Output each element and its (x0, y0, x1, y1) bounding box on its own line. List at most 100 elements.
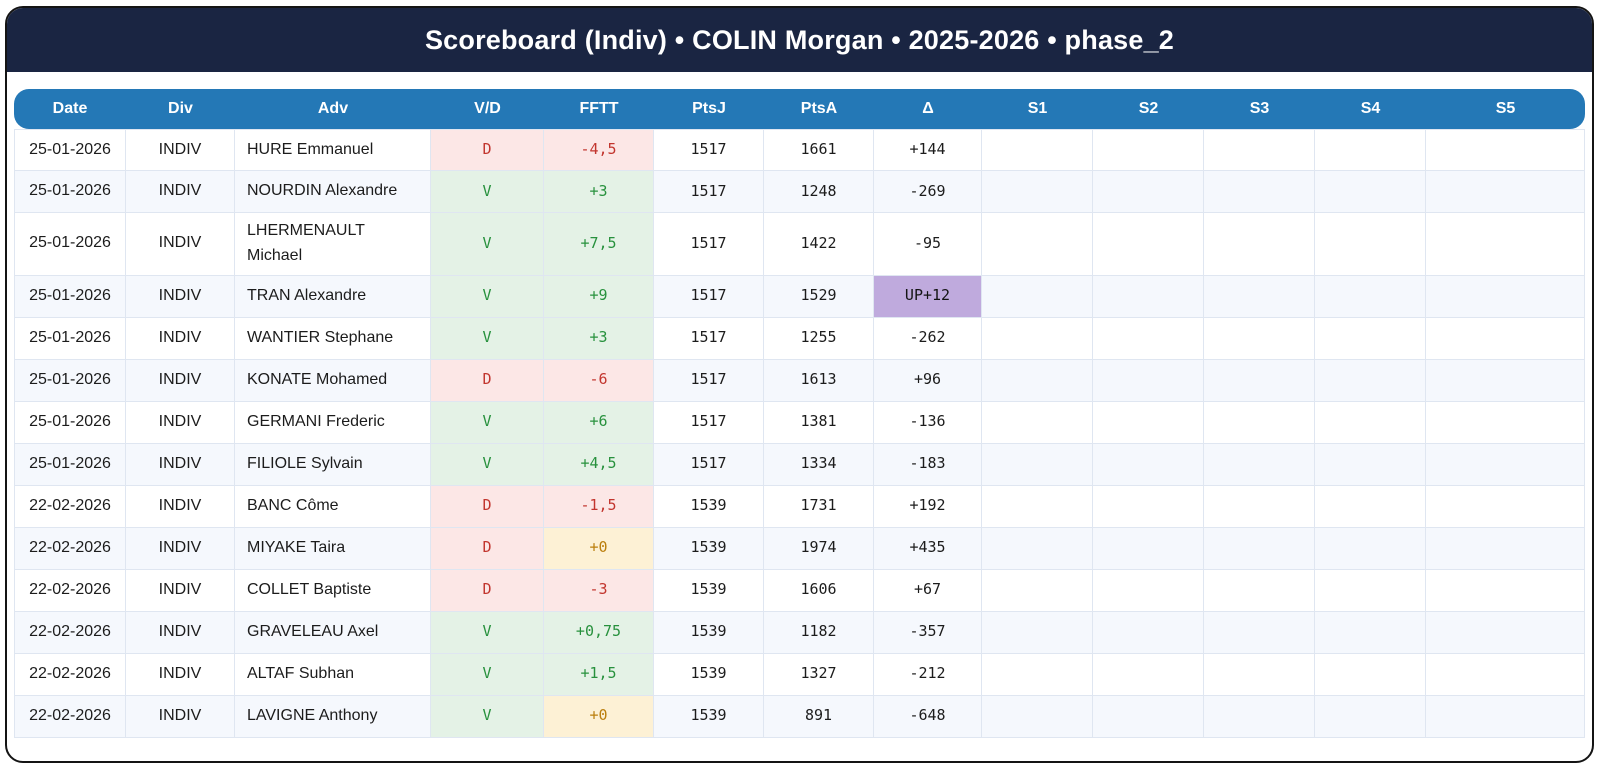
table-row: 25-01-2026 INDIV LHERMENAULT Michael V +7,5 1… (14, 213, 1585, 276)
ptsa-cell: 1334 (764, 443, 874, 486)
adv-cell: HURE Emmanuel (235, 129, 431, 171)
fftt-cell: +0 (544, 695, 654, 738)
set-cell (1093, 401, 1204, 444)
delta-cell: +144 (874, 129, 982, 171)
ptsj-cell: 1517 (654, 129, 764, 171)
table-row: 25-01-2026 INDIV KONATE Mohamed D -6 1517 1613… (14, 359, 1585, 402)
set-cell (1426, 611, 1585, 654)
set-cell (1426, 317, 1585, 360)
ptsj-cell: 1517 (654, 275, 764, 318)
ptsj-cell: 1517 (654, 443, 764, 486)
ptsa-cell: 891 (764, 695, 874, 738)
ptsj-cell: 1517 (654, 359, 764, 402)
table-row: 22-02-2026 INDIV BANC Côme D -1,5 1539 1731 +19… (14, 485, 1585, 528)
set-cell (1426, 213, 1585, 276)
fftt-cell: +0 (544, 527, 654, 570)
set-cell (1093, 527, 1204, 570)
set-cell (982, 317, 1093, 360)
table-header: Date Div Adv V/D FFTT PtsJ PtsA Δ S1 S2 S3 S4 S5 (14, 89, 1585, 129)
set-cell (1315, 485, 1426, 528)
set-cell (1093, 485, 1204, 528)
ptsj-cell: 1517 (654, 171, 764, 213)
set-cell (1204, 275, 1315, 318)
delta-cell: -95 (874, 213, 982, 276)
column-header-v-d: V/D (431, 89, 544, 129)
ptsa-cell: 1422 (764, 213, 874, 276)
set-cell (1426, 695, 1585, 738)
scoreboard-window: Scoreboard (Indiv) • COLIN Morgan • 2025… (5, 6, 1594, 763)
date-cell: 25-01-2026 (14, 443, 126, 486)
date-cell: 22-02-2026 (14, 653, 126, 696)
date-cell: 22-02-2026 (14, 527, 126, 570)
table-body: 25-01-2026 INDIV HURE Emmanuel D -4,5 1517 166… (14, 129, 1585, 738)
fftt-cell: -6 (544, 359, 654, 402)
date-cell: 25-01-2026 (14, 359, 126, 402)
fftt-cell: +3 (544, 317, 654, 360)
set-cell (982, 569, 1093, 612)
delta-cell: UP+12 (874, 275, 982, 318)
set-cell (1204, 569, 1315, 612)
set-cell (1093, 275, 1204, 318)
set-cell (982, 695, 1093, 738)
adv-cell: FILIOLE Sylvain (235, 443, 431, 486)
ptsj-cell: 1539 (654, 485, 764, 528)
table-row: 25-01-2026 INDIV FILIOLE Sylvain V +4,5 1517 1… (14, 443, 1585, 486)
set-cell (1315, 171, 1426, 213)
adv-cell: BANC Côme (235, 485, 431, 528)
column-header-s4: S4 (1315, 89, 1426, 129)
set-cell (1426, 275, 1585, 318)
title-bar: Scoreboard (Indiv) • COLIN Morgan • 2025… (7, 8, 1592, 72)
set-cell (1093, 171, 1204, 213)
ptsj-cell: 1539 (654, 569, 764, 612)
delta-cell: +435 (874, 527, 982, 570)
table-row: 22-02-2026 INDIV COLLET Baptiste D -3 1539 160… (14, 569, 1585, 612)
fftt-cell: +9 (544, 275, 654, 318)
set-cell (1093, 611, 1204, 654)
ptsa-cell: 1661 (764, 129, 874, 171)
set-cell (1426, 171, 1585, 213)
table-row: 25-01-2026 INDIV NOURDIN Alexandre V +3 1517 1… (14, 171, 1585, 213)
table-row: 22-02-2026 INDIV ALTAF Subhan V +1,5 1539 1327… (14, 653, 1585, 696)
vd-cell: D (431, 359, 544, 402)
date-cell: 22-02-2026 (14, 485, 126, 528)
set-cell (1315, 129, 1426, 171)
div-cell: INDIV (126, 653, 235, 696)
set-cell (1315, 653, 1426, 696)
set-cell (1204, 485, 1315, 528)
fftt-cell: +3 (544, 171, 654, 213)
vd-cell: V (431, 317, 544, 360)
set-cell (1426, 527, 1585, 570)
adv-cell: NOURDIN Alexandre (235, 171, 431, 213)
ptsa-cell: 1381 (764, 401, 874, 444)
set-cell (1426, 129, 1585, 171)
ptsa-cell: 1974 (764, 527, 874, 570)
table-row: 22-02-2026 INDIV MIYAKE Taira D +0 1539 1974 +4… (14, 527, 1585, 570)
vd-cell: D (431, 485, 544, 528)
set-cell (982, 611, 1093, 654)
vd-cell: D (431, 569, 544, 612)
adv-cell: LAVIGNE Anthony (235, 695, 431, 738)
set-cell (982, 129, 1093, 171)
adv-cell: GERMANI Frederic (235, 401, 431, 444)
set-cell (1315, 359, 1426, 402)
set-cell (1093, 129, 1204, 171)
date-cell: 25-01-2026 (14, 401, 126, 444)
delta-cell: -357 (874, 611, 982, 654)
set-cell (1093, 695, 1204, 738)
delta-cell: +67 (874, 569, 982, 612)
column-header-ptsa: PtsA (764, 89, 874, 129)
adv-cell: GRAVELEAU Axel (235, 611, 431, 654)
table-row: 25-01-2026 INDIV WANTIER Stephane V +3 1517 12… (14, 317, 1585, 360)
ptsa-cell: 1731 (764, 485, 874, 528)
div-cell: INDIV (126, 275, 235, 318)
set-cell (1204, 359, 1315, 402)
ptsa-cell: 1255 (764, 317, 874, 360)
div-cell: INDIV (126, 359, 235, 402)
date-cell: 22-02-2026 (14, 611, 126, 654)
table-row: 25-01-2026 INDIV HURE Emmanuel D -4,5 1517 166… (14, 129, 1585, 171)
div-cell: INDIV (126, 171, 235, 213)
set-cell (1315, 443, 1426, 486)
ptsa-cell: 1248 (764, 171, 874, 213)
vd-cell: V (431, 213, 544, 276)
delta-cell: -269 (874, 171, 982, 213)
